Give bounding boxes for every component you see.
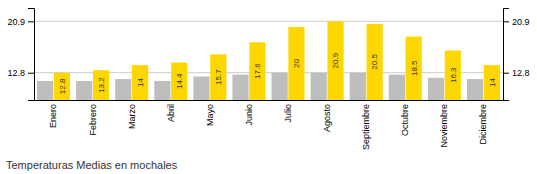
data-label: 13.2 xyxy=(97,77,106,93)
data-label: 15.7 xyxy=(214,69,223,85)
tick: 20.9 xyxy=(7,17,34,27)
data-label: 17.6 xyxy=(253,63,262,79)
title: Temperaturas Medias en mochales xyxy=(6,159,178,171)
tick-label: 12.8 xyxy=(7,68,25,78)
tick: Junio xyxy=(244,104,254,126)
bar xyxy=(210,54,226,100)
tick-label: Noviembre xyxy=(439,104,449,148)
bar xyxy=(37,81,53,100)
bar xyxy=(154,81,170,100)
bar xyxy=(232,75,248,100)
tick: Abril xyxy=(166,104,176,122)
bar xyxy=(428,78,444,100)
y-axis: 12.8 20.9 xyxy=(7,9,34,101)
axis-line xyxy=(35,100,504,101)
tick-label: Julio xyxy=(283,104,293,123)
bar xyxy=(132,65,148,100)
data-label: 14 xyxy=(136,78,145,87)
tick-label: Febrero xyxy=(88,104,98,136)
data-labels: 12.8 13.2 14 14.4 15.7 17.6 20 20.9 20.5 18.5 16.3… xyxy=(58,52,497,94)
tick: Diciembre xyxy=(478,104,488,145)
tick-label: Enero xyxy=(48,104,58,128)
bar-series xyxy=(54,21,500,100)
axis-line xyxy=(504,9,510,101)
tick-label: Diciembre xyxy=(478,104,488,145)
tick: Septiembre xyxy=(361,104,371,150)
tick-label: 20.9 xyxy=(512,17,530,27)
bar xyxy=(406,37,422,100)
tick: Febrero xyxy=(88,104,98,136)
bar xyxy=(311,73,327,100)
tick-mark xyxy=(28,73,34,74)
x-axis: Enero Febrero Marzo Abril Mayo Junio Julio Agos… xyxy=(35,101,504,151)
bar xyxy=(350,73,366,100)
tick-label: 20.9 xyxy=(7,17,25,27)
chart: 12.8 13.2 14 14.4 15.7 17.6 20 20.9 20.5 18.5 16.3… xyxy=(0,0,537,174)
tick-label: 12.8 xyxy=(512,68,530,78)
tick-mark xyxy=(503,73,509,74)
grid xyxy=(34,21,503,72)
bar xyxy=(367,24,383,100)
tick-label: Marzo xyxy=(127,104,137,129)
tick-mark xyxy=(28,21,34,22)
bar xyxy=(288,27,304,100)
tick-label: Abril xyxy=(166,104,176,122)
y2-axis: 12.8 20.9 xyxy=(503,9,530,101)
grid-line xyxy=(34,21,503,22)
tick-label: Octubre xyxy=(400,104,410,136)
tick: Marzo xyxy=(127,104,137,129)
data-label: 20.5 xyxy=(370,54,379,70)
tick: Enero xyxy=(48,104,58,128)
bar xyxy=(445,51,461,100)
tick: 20.9 xyxy=(503,17,530,27)
data-label: 14.4 xyxy=(175,73,184,89)
tick-label: Agosto xyxy=(322,104,332,132)
data-label: 20.9 xyxy=(331,52,340,68)
tick: Julio xyxy=(283,104,293,123)
tick: Noviembre xyxy=(439,104,449,148)
bar xyxy=(272,73,288,100)
tick: 12.8 xyxy=(503,68,530,78)
tick: Mayo xyxy=(205,104,215,126)
tick-label: Junio xyxy=(244,104,254,126)
tick: Agosto xyxy=(322,104,332,132)
tick: Octubre xyxy=(400,104,410,136)
tick: 12.8 xyxy=(7,68,34,78)
axis-line xyxy=(28,9,35,101)
bar xyxy=(249,42,265,100)
bar xyxy=(171,63,187,100)
tick-label: Septiembre xyxy=(361,104,371,150)
bar xyxy=(389,75,405,100)
bar xyxy=(93,70,109,100)
bar xyxy=(467,79,483,100)
bar xyxy=(76,81,92,100)
bar xyxy=(484,65,500,100)
bar xyxy=(193,77,209,100)
data-label: 16.3 xyxy=(449,67,458,83)
data-label: 20 xyxy=(292,59,301,68)
data-label: 12.8 xyxy=(58,78,67,94)
tick-mark xyxy=(503,21,509,22)
tick-label: Mayo xyxy=(205,104,215,126)
bar xyxy=(54,73,70,100)
data-label: 14 xyxy=(488,78,497,87)
plot-area xyxy=(37,21,500,100)
bar xyxy=(327,21,343,100)
bar xyxy=(115,79,131,100)
data-label: 18.5 xyxy=(410,60,419,76)
